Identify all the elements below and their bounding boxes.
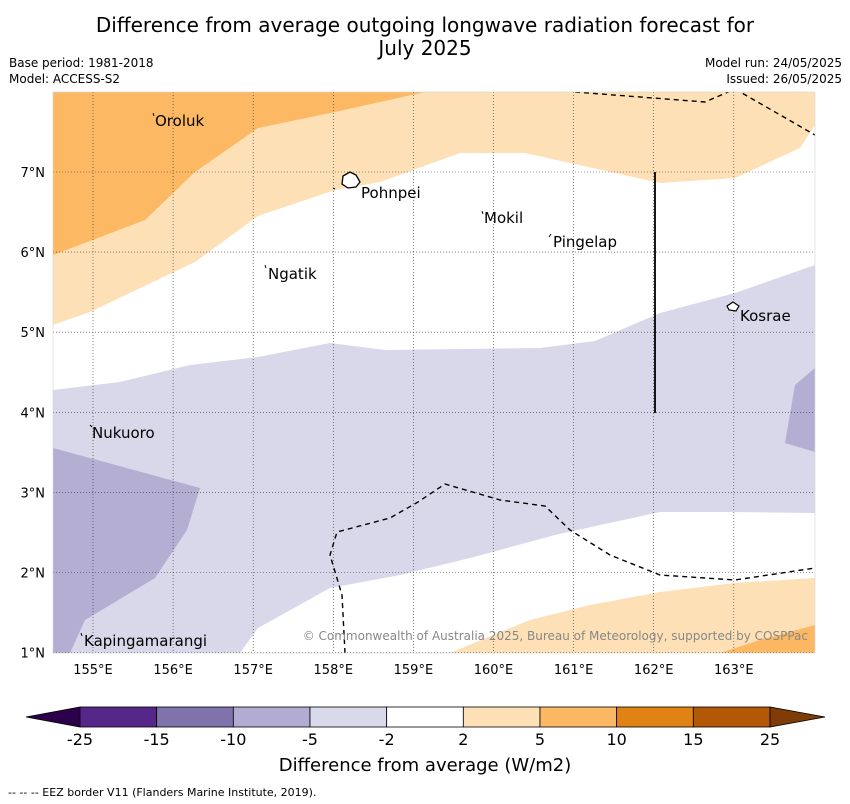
longitude-tick-label: 157°E (233, 663, 273, 678)
colorbar-tick-label: -2 (378, 730, 395, 749)
longitude-tick-label: 156°E (153, 663, 193, 678)
longitude-tick-label: 162°E (634, 663, 674, 678)
colorbar-tick-label: 5 (534, 730, 546, 749)
meta-left: Base period: 1981-2018 Model: ACCESS-S2 (9, 55, 154, 87)
colorbar-extend-max (769, 706, 826, 728)
colorbar-segment (309, 706, 388, 728)
band-gt5-north (53, 92, 425, 255)
issued-date: Issued: 26/05/2025 (726, 72, 842, 86)
place-label-oroluk: Oroluk (155, 112, 204, 130)
title-line2: July 2025 (378, 36, 472, 60)
page-title: Difference from average outgoing longwav… (0, 14, 850, 60)
place-label-pingelap: Pingelap (553, 233, 617, 251)
longitude-tick-label: 161°E (554, 663, 594, 678)
colorbar-tick-label: 10 (606, 730, 627, 749)
colorbar-tick-label: -25 (66, 730, 94, 749)
copyright-note: © Commonwealth of Australia 2025, Bureau… (303, 629, 808, 643)
latitude-tick-label: 6°N (21, 246, 46, 261)
colorbar-tick-label: -10 (220, 730, 247, 749)
eez-footnote: -- -- -- EEZ border V11 (Flanders Marine… (8, 786, 317, 799)
place-label-kosrae: Kosrae (740, 307, 791, 325)
band-gt5-south (720, 625, 815, 653)
place-label-mokil: Mokil (484, 209, 523, 227)
place-label-ngatik: Ngatik (268, 265, 317, 283)
longitude-tick-label: 163°E (714, 663, 754, 678)
model-run: Model run: 24/05/2025 (704, 56, 842, 70)
latitude-tick-label: 2°N (21, 567, 46, 582)
place-label-nukuoro: Nukuoro (92, 424, 155, 442)
band-gt2-south (450, 578, 815, 653)
colorbar-segment (539, 706, 618, 728)
colorbar-segment (616, 706, 694, 728)
band-lt10-east (785, 368, 815, 452)
place-tick-marks (80, 112, 552, 637)
colorbar-tick-label: 15 (683, 730, 704, 749)
base-period: Base period: 1981-2018 (9, 56, 154, 70)
longitude-tick-label: 159°E (394, 663, 434, 678)
band-lt5 (53, 265, 815, 653)
longitude-tick-label: 158°E (314, 663, 354, 678)
gridlines (53, 92, 815, 653)
colorbar (25, 706, 826, 728)
eez-border-south (329, 483, 815, 653)
latitude-tick-label: 4°N (21, 406, 46, 421)
colorbar-tick-label: 25 (759, 730, 781, 749)
colorbar-extend-min (25, 706, 81, 728)
latitude-tick-label: 3°N (21, 486, 46, 501)
longitude-tick-label: 155°E (73, 663, 113, 678)
place-label-pohnpei: Pohnpei (361, 184, 421, 202)
model-name: Model: ACCESS-S2 (9, 72, 121, 86)
latitude-tick-label: 5°N (21, 326, 46, 341)
latitude-tick-label: 1°N (21, 647, 46, 662)
eez-border-north (574, 92, 815, 136)
colorbar-title: Difference from average (W/m2) (278, 755, 572, 776)
colorbar-segment (692, 706, 771, 728)
map-frame (52, 91, 816, 654)
colorbar-tick-label: -5 (302, 730, 318, 749)
colorbar-segment (462, 706, 541, 728)
band-gt2-north (53, 92, 815, 325)
title-line1: Difference from average outgoing longwav… (95, 13, 755, 37)
kosrae-island-icon (726, 301, 740, 312)
pohnpei-island-icon (341, 171, 361, 189)
meta-right: Model run: 24/05/2025 Issued: 26/05/2025 (705, 55, 842, 87)
colorbar-tick-label: 2 (458, 730, 469, 749)
map-field (53, 92, 815, 653)
band-lt10-west (53, 448, 200, 653)
longitude-axis: 155°E 156°E 157°E 158°E 159°E 160°E 161°E 162°E… (73, 663, 753, 678)
colorbar-segment (156, 706, 234, 728)
colorbar-segment (79, 706, 158, 728)
colorbar-tick-label: -15 (143, 730, 170, 749)
longitude-tick-label: 160°E (474, 663, 514, 678)
latitude-tick-label: 7°N (21, 166, 46, 181)
place-label-kapingamarangi: Kapingamarangi (84, 632, 207, 650)
colorbar-segment (232, 706, 311, 728)
colorbar-segment (386, 706, 464, 728)
latitude-axis: 7°N 6°N 5°N 4°N 3°N 2°N 1°N (21, 166, 46, 662)
